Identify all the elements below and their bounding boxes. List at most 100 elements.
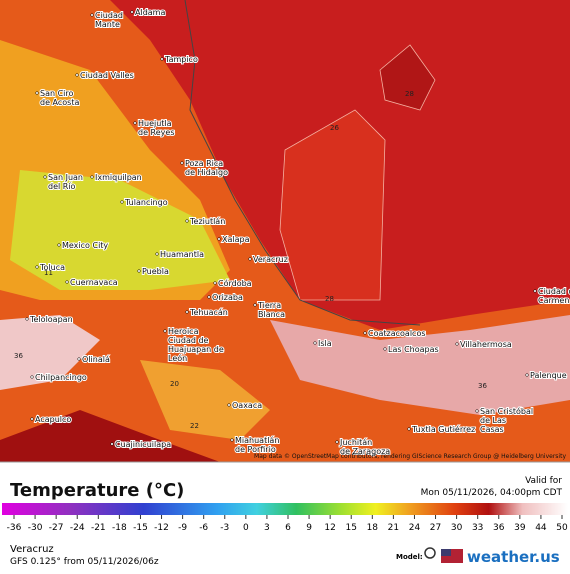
city-dot [90, 175, 94, 179]
city-label: Palenque [530, 371, 567, 380]
city-dot [90, 13, 94, 17]
city-dot [35, 265, 39, 269]
city-label: Huejutla [138, 119, 172, 128]
colorbar-tick-label: 44 [535, 523, 547, 533]
city-dot [137, 269, 141, 273]
valid-time: Mon 05/11/2026, 04:00pm CDT [421, 488, 563, 498]
colorbar-tick-label: -27 [49, 523, 64, 533]
city-label: San Juan [48, 173, 83, 182]
city-label: Casas [480, 425, 504, 434]
city-label: Aldama [135, 8, 165, 17]
city-label: Acapulco [35, 415, 71, 424]
city-label: San Ciro [40, 89, 74, 98]
city-dot [130, 10, 134, 14]
colorbar-tick-label: 18 [367, 523, 379, 533]
contour [279, 109, 386, 301]
city-label: León [168, 353, 187, 363]
colorbar-tick-label: 9 [306, 523, 312, 533]
city-dot [185, 310, 189, 314]
contour-label: 22 [190, 422, 199, 430]
city-label: Chilpancingo [35, 373, 87, 382]
city-label: Heroica [168, 327, 199, 336]
city-label: Tuxtla Gutiérrez [411, 424, 475, 434]
city-dot [217, 237, 221, 241]
city-dot [455, 342, 459, 346]
location: Veracruz [10, 544, 54, 555]
city-label: Blanca [258, 310, 285, 319]
colorbar-tick-label: 24 [409, 523, 421, 533]
city-dot [185, 219, 189, 223]
contour-label: 28 [325, 295, 334, 303]
contour-label: 20 [170, 380, 179, 388]
colorbar-tick-label: 12 [324, 523, 335, 533]
attribution: Map data © OpenStreetMap contributors, r… [254, 453, 566, 460]
contour-label: 11 [44, 269, 53, 277]
city-label: Olinalá [82, 355, 110, 364]
city-dot [335, 440, 339, 444]
city-dot [77, 357, 81, 361]
city-label: Cuernavaca [70, 278, 118, 287]
city-label: de Reyes [138, 128, 175, 137]
city-label: Huamantla [160, 250, 204, 259]
city-dot [57, 243, 61, 247]
colorbar-tick-label: 3 [264, 523, 270, 533]
colorbar-tick-label: 27 [430, 523, 441, 533]
cool-sea [0, 410, 220, 462]
city-dot [253, 303, 257, 307]
contour-label: 36 [14, 352, 23, 360]
city-dot [383, 347, 387, 351]
city-dot [207, 295, 211, 299]
city-label: de Zaragoza [340, 447, 390, 456]
colorbar [2, 503, 568, 515]
city-label: Ciudad [95, 11, 123, 20]
city-dot [180, 161, 184, 165]
colorbar-tick-label: -36 [7, 523, 22, 533]
city-label: Juchitán [339, 438, 372, 447]
contour [379, 44, 436, 111]
city-dot [35, 91, 39, 95]
model-run: GFS 0.125° from 05/11/2026/06z [10, 557, 159, 567]
city-dot [30, 375, 34, 379]
city-label: Toluca [39, 263, 65, 272]
coastline [184, 0, 421, 326]
colorbar-tick-label: 21 [388, 523, 399, 533]
city-dot [25, 317, 29, 321]
city-label: Xalapa [222, 235, 250, 244]
city-dot [230, 438, 234, 442]
city-label: Oaxaca [232, 401, 262, 410]
city-label: Orizaba [212, 293, 243, 302]
city-label: Tampico [164, 55, 198, 64]
colorbar-tick-label: -15 [133, 523, 148, 533]
city-label: del Río [48, 182, 76, 191]
model-icon [424, 547, 436, 559]
city-dot [163, 329, 167, 333]
city-label: San Cristóbal [480, 406, 533, 416]
city-dot [65, 280, 69, 284]
city-dot [110, 442, 114, 446]
city-label: Puebla [142, 267, 169, 276]
colorbar-tick-label: -18 [112, 523, 127, 533]
city-label: Teziutlán [189, 217, 225, 226]
city-dot [313, 341, 317, 345]
legend-title: Temperature (°C) [10, 480, 184, 501]
city-dot [407, 427, 411, 431]
colorbar-tick-label: -6 [199, 523, 208, 533]
city-label: Cuajinicuilapa [115, 440, 171, 449]
colorbar-tick-label: 0 [243, 523, 249, 533]
city-dot [120, 200, 124, 204]
colorbar-tick-label: -30 [28, 523, 43, 533]
colorbar-tick-label: 6 [285, 523, 291, 533]
colorbar-tick-label: 33 [472, 523, 483, 533]
city-label: de Porfirio [235, 445, 276, 454]
colorbar-tick-label: 39 [514, 523, 526, 533]
city-dot [525, 373, 529, 377]
flag-canton [441, 549, 451, 556]
city-dot [248, 257, 252, 261]
colorbar-tick-label: -24 [70, 523, 85, 533]
city-label: Veracruz [253, 255, 288, 264]
brand[interactable]: weather.us [467, 548, 560, 566]
city-dot [475, 409, 479, 413]
city-dot [160, 57, 164, 61]
